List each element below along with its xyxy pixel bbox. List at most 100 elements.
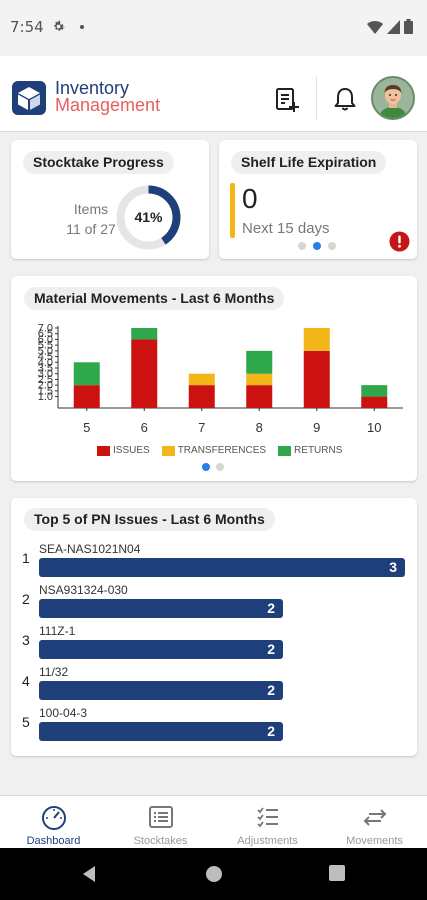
- pn-issue-bar[interactable]: 2: [39, 599, 283, 618]
- page-dot[interactable]: [202, 463, 210, 471]
- card-title: Top 5 of PN Issues - Last 6 Months: [24, 508, 275, 531]
- pn-issue-value: 3: [389, 559, 397, 575]
- shelf-indicator-bar: [230, 183, 235, 238]
- x-tick-label: 6: [141, 420, 148, 435]
- bar-segment-returns[interactable]: [246, 350, 273, 374]
- pn-name: SEA-NAS1021N04: [39, 542, 141, 556]
- legend-item[interactable]: RETURNS: [278, 445, 342, 456]
- material-movements-card[interactable]: Material Movements - Last 6 Months 1.0 1.…: [11, 276, 417, 481]
- card-title: Material Movements - Last 6 Months: [24, 287, 285, 310]
- checklist-icon: [254, 803, 282, 836]
- nav-adjustments[interactable]: Adjustments: [214, 796, 321, 849]
- legend-swatch: [161, 445, 175, 456]
- nav-label: Movements: [346, 835, 403, 847]
- avatar[interactable]: [371, 76, 415, 120]
- app-header: Inventory Management: [0, 56, 427, 132]
- battery-icon: [404, 19, 413, 34]
- bar-segment-issues[interactable]: [303, 350, 330, 408]
- legend-item[interactable]: ISSUES: [97, 445, 150, 456]
- bar-segment-returns[interactable]: [73, 362, 100, 386]
- nav-movements[interactable]: Movements: [321, 796, 427, 849]
- bar-segment-issues[interactable]: [73, 385, 100, 408]
- pn-issue-value: 2: [267, 641, 275, 657]
- add-document-icon[interactable]: [274, 87, 300, 118]
- y-tick-label: 1.5: [38, 385, 53, 397]
- legend-label: RETURNS: [294, 445, 343, 456]
- card-title: Stocktake Progress: [23, 151, 174, 174]
- y-tick-label: 4.5: [38, 351, 53, 363]
- legend-item[interactable]: TRANSFERENCES: [161, 445, 267, 456]
- notification-dot-icon: [80, 25, 84, 29]
- home-icon[interactable]: [205, 865, 223, 883]
- y-tick-label: 2.5: [38, 374, 53, 386]
- recents-icon[interactable]: [329, 865, 345, 881]
- legend-swatch: [278, 445, 292, 456]
- pn-issue-bar[interactable]: 2: [39, 722, 283, 741]
- pn-name: 111Z-1: [39, 624, 76, 638]
- stocktake-progress-card[interactable]: Stocktake Progress Items 11 of 27 41%: [11, 140, 209, 259]
- wifi-icon: [367, 20, 383, 34]
- y-tick-label: 3.0: [38, 368, 53, 380]
- bar-segment-transferences[interactable]: [246, 373, 273, 386]
- y-tick-label: 5.5: [38, 340, 53, 352]
- bar-segment-issues[interactable]: [188, 385, 215, 408]
- notifications-bell-icon[interactable]: [332, 86, 358, 117]
- bar-segment-returns[interactable]: [131, 328, 158, 340]
- pn-issue-value: 2: [267, 682, 275, 698]
- header-divider: [316, 76, 317, 120]
- page-dot[interactable]: [216, 463, 224, 471]
- page-dot[interactable]: [313, 242, 321, 250]
- expiring-count: 0: [242, 183, 258, 214]
- back-icon[interactable]: [80, 865, 98, 883]
- y-tick-label: 6.0: [38, 334, 53, 346]
- progress-arc: [116, 185, 181, 250]
- card-title: Shelf Life Expiration: [231, 151, 387, 174]
- chart-legend: ISSUES TRANSFERENCES RETURNS: [97, 445, 342, 456]
- pn-rank: 3: [22, 632, 30, 648]
- bar-segment-issues[interactable]: [131, 339, 158, 408]
- pn-issue-value: 2: [267, 723, 275, 739]
- top-pn-issues-card[interactable]: Top 5 of PN Issues - Last 6 Months 1 SEA-…: [11, 498, 417, 756]
- transfer-arrows-icon: [361, 803, 389, 836]
- box-logo-icon: [12, 81, 46, 115]
- pn-name: 100-04-3: [39, 706, 88, 720]
- x-tick-label: 8: [256, 420, 263, 435]
- page-dot[interactable]: [298, 242, 306, 250]
- bar-segment-issues[interactable]: [246, 385, 273, 408]
- x-tick-label: 10: [367, 420, 381, 435]
- pn-rank: 4: [22, 673, 30, 689]
- app-name-line2: Management: [55, 95, 161, 115]
- pn-rank: 1: [22, 550, 30, 566]
- bar-segment-transferences[interactable]: [303, 328, 330, 351]
- y-tick-label: 6.5: [38, 328, 53, 340]
- nav-stocktakes[interactable]: Stocktakes: [107, 796, 214, 849]
- pn-rank: 2: [22, 591, 30, 607]
- bar-segment-issues[interactable]: [361, 396, 388, 408]
- list-icon: [147, 803, 175, 836]
- x-tick-label: 5: [83, 420, 90, 435]
- app-name-line1: Inventory: [55, 78, 130, 98]
- page-indicator[interactable]: [202, 463, 224, 471]
- status-bar: 7:54: [0, 0, 427, 56]
- pn-issue-bar[interactable]: 2: [39, 640, 283, 659]
- page-indicator[interactable]: [298, 242, 336, 250]
- legend-swatch: [97, 445, 110, 456]
- nav-label: Stocktakes: [133, 835, 188, 847]
- alert-icon[interactable]: [389, 231, 410, 257]
- legend-label: TRANSFERENCES: [177, 445, 267, 456]
- pn-rank: 5: [22, 714, 30, 730]
- bar-segment-transferences[interactable]: [188, 373, 215, 386]
- y-tick-label: 1.0: [38, 391, 53, 403]
- pn-issue-bar[interactable]: 3: [39, 558, 405, 577]
- x-tick-label: 7: [198, 420, 205, 435]
- nav-dashboard[interactable]: Dashboard: [0, 796, 107, 849]
- y-tick-label: 3.5: [38, 363, 53, 375]
- status-time: 7:54: [10, 18, 44, 36]
- expiring-period: Next 15 days: [242, 220, 330, 237]
- bottom-navigation: Dashboard Stocktakes Adjustments: [0, 795, 427, 848]
- bar-segment-returns[interactable]: [361, 385, 388, 397]
- movements-bar-chart: 1.01.52.02.53.03.54.04.55.05.56.06.57.0 5…: [38, 323, 403, 435]
- pn-issue-bar[interactable]: 2: [39, 681, 283, 700]
- shelf-life-card[interactable]: Shelf Life Expiration 0 Next 15 days: [219, 140, 417, 259]
- page-dot[interactable]: [328, 242, 336, 250]
